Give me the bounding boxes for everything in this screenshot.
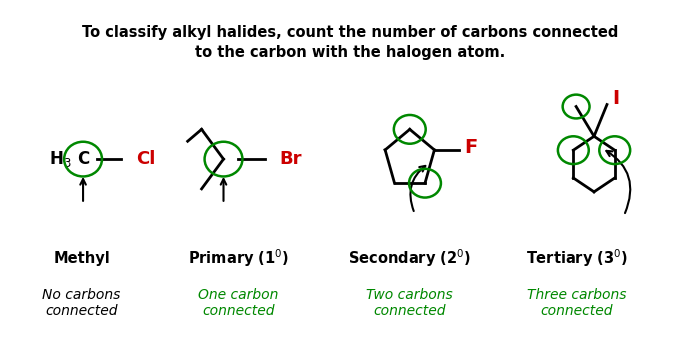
Text: One carbon
connected: One carbon connected [198,288,279,318]
Text: H$_3$: H$_3$ [48,149,71,169]
Text: Methyl: Methyl [53,251,110,266]
Text: Br: Br [279,150,302,168]
Text: Two carbons
connected: Two carbons connected [366,288,453,318]
Text: Tertiary (3$^0$): Tertiary (3$^0$) [526,247,628,269]
Text: No carbons
connected: No carbons connected [43,288,121,318]
Text: Secondary (2$^0$): Secondary (2$^0$) [348,247,471,269]
Text: I: I [612,89,620,108]
Text: Three carbons
connected: Three carbons connected [527,288,626,318]
Text: Primary (1$^0$): Primary (1$^0$) [188,247,289,269]
Text: to the carbon with the halogen atom.: to the carbon with the halogen atom. [195,45,505,60]
Text: To classify alkyl halides, count the number of carbons connected: To classify alkyl halides, count the num… [82,25,618,40]
Text: F: F [464,138,477,158]
Text: C: C [77,150,89,168]
Text: Cl: Cl [136,150,155,168]
